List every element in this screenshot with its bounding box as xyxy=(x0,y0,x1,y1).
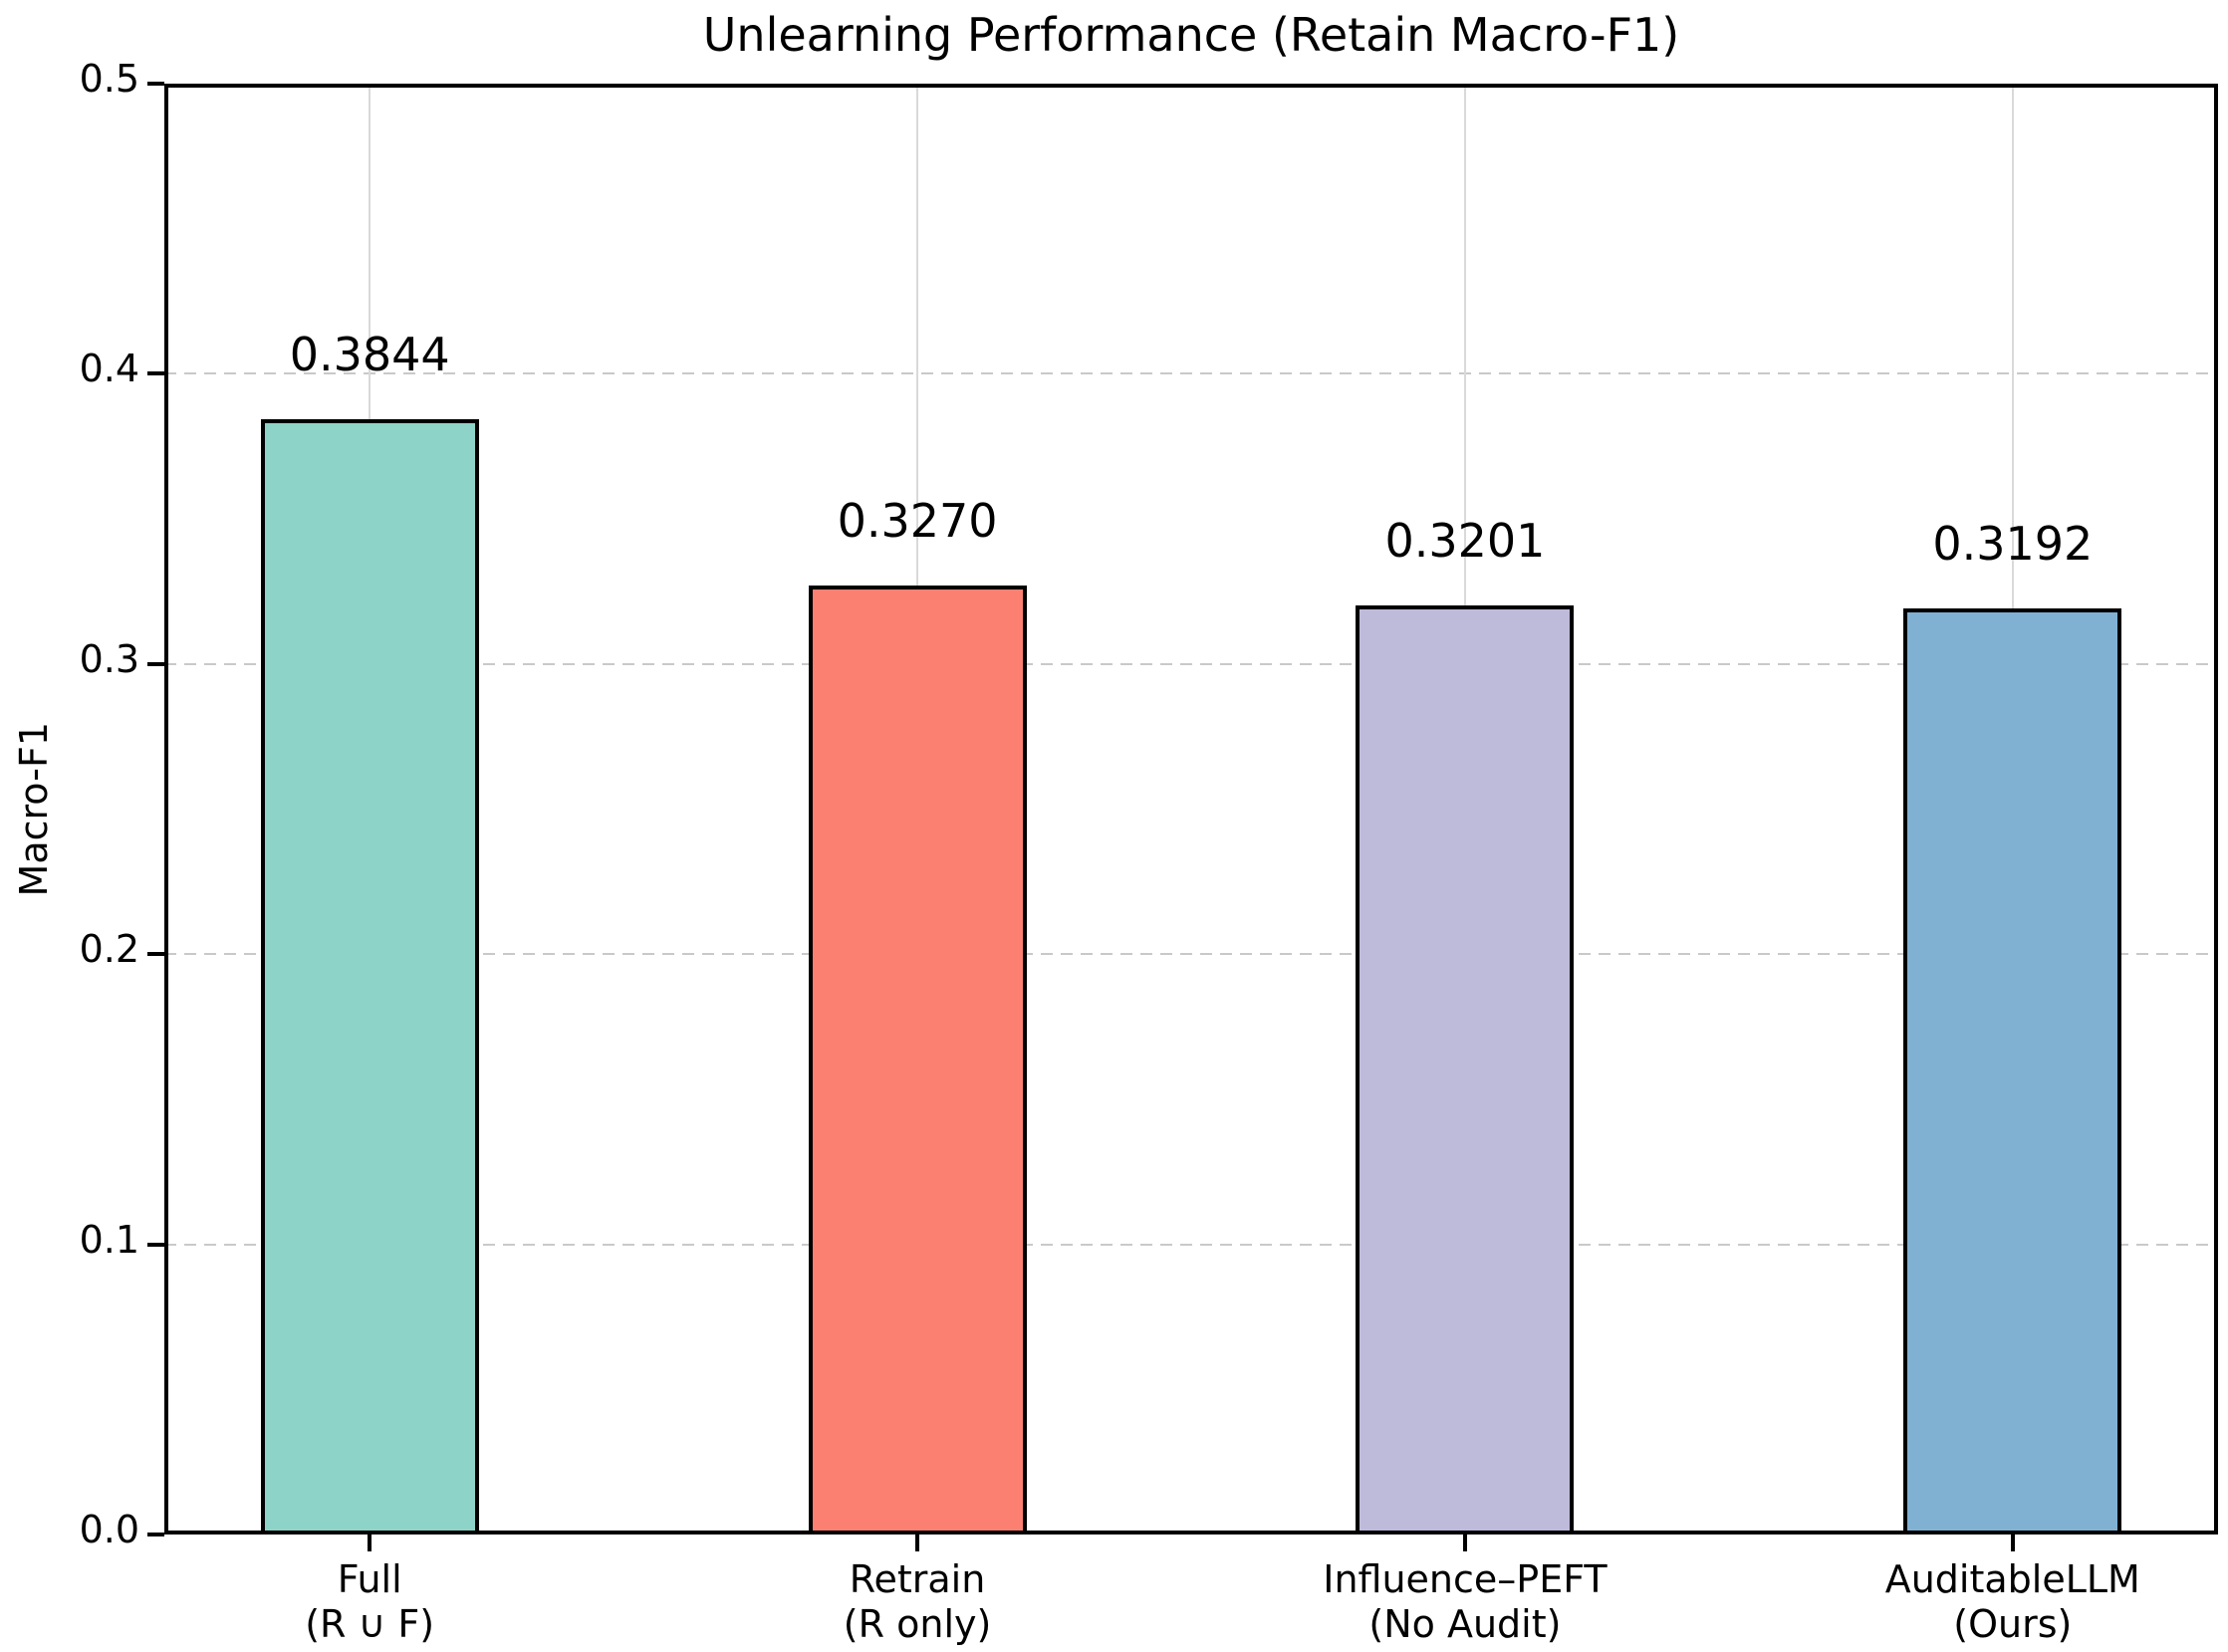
x-tick-mark xyxy=(1462,1534,1467,1551)
x-tick-mark xyxy=(368,1534,372,1551)
horizontal-gridline xyxy=(164,662,2218,665)
y-tick-mark xyxy=(147,1242,164,1247)
bar-value-label: 0.3270 xyxy=(837,494,998,549)
x-tick-label: Full (R ∪ F) xyxy=(305,1557,435,1646)
y-axis-label: Macro-F1 xyxy=(12,721,56,897)
y-tick-mark xyxy=(147,1533,164,1536)
horizontal-gridline xyxy=(164,372,2218,375)
chart-title: Unlearning Performance (Retain Macro-F1) xyxy=(702,8,1680,62)
bars-layer: 0.3844 0.3270 0.3201 0.3192 xyxy=(164,84,2218,1534)
y-tick-mark xyxy=(147,371,164,376)
y-tick-label: 0.5 xyxy=(79,57,139,101)
x-tick-label: Retrain (R only) xyxy=(843,1557,992,1646)
x-tick-mark xyxy=(915,1534,920,1551)
x-tick-label: Influence–PEFT (No Audit) xyxy=(1323,1557,1608,1646)
y-tick-label: 0.4 xyxy=(79,347,139,391)
bar-value-label: 0.3201 xyxy=(1384,514,1546,569)
bar-value-label: 0.3844 xyxy=(289,327,450,381)
y-axis-label-box: Macro-F1 xyxy=(8,84,60,1534)
bar xyxy=(808,586,1027,1534)
y-tick-label: 0.0 xyxy=(79,1508,139,1551)
bar-value-label: 0.3192 xyxy=(1932,516,2094,571)
bar xyxy=(260,418,479,1534)
y-tick-label: 0.1 xyxy=(79,1217,139,1262)
horizontal-gridline xyxy=(164,953,2218,956)
y-tick-label: 0.2 xyxy=(79,927,139,972)
y-tick-mark xyxy=(147,952,164,957)
y-tick-mark xyxy=(147,661,164,666)
y-tick-mark xyxy=(147,82,164,86)
plot-area: 0.3844 0.3270 0.3201 0.3192 xyxy=(164,84,2218,1534)
y-tick-label: 0.3 xyxy=(79,636,139,681)
x-tick-mark xyxy=(2010,1534,2015,1551)
bar xyxy=(1356,605,1575,1534)
bar xyxy=(1903,607,2122,1534)
x-tick-label: AuditableLLM (Ours) xyxy=(1884,1557,2140,1646)
horizontal-gridline xyxy=(164,1243,2218,1246)
